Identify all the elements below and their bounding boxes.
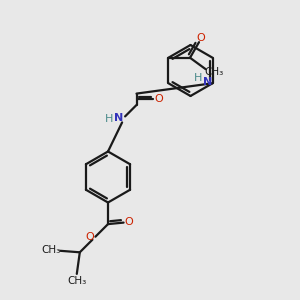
Text: N: N <box>114 113 123 123</box>
Text: O: O <box>85 232 94 242</box>
Text: O: O <box>154 94 163 104</box>
Text: O: O <box>124 217 134 227</box>
Text: N: N <box>202 77 212 87</box>
Text: CH₃: CH₃ <box>41 244 60 255</box>
Text: H: H <box>105 114 114 124</box>
Text: CH₃: CH₃ <box>204 67 224 76</box>
Text: H: H <box>194 73 202 83</box>
Text: O: O <box>196 33 205 43</box>
Text: CH₃: CH₃ <box>68 275 87 286</box>
